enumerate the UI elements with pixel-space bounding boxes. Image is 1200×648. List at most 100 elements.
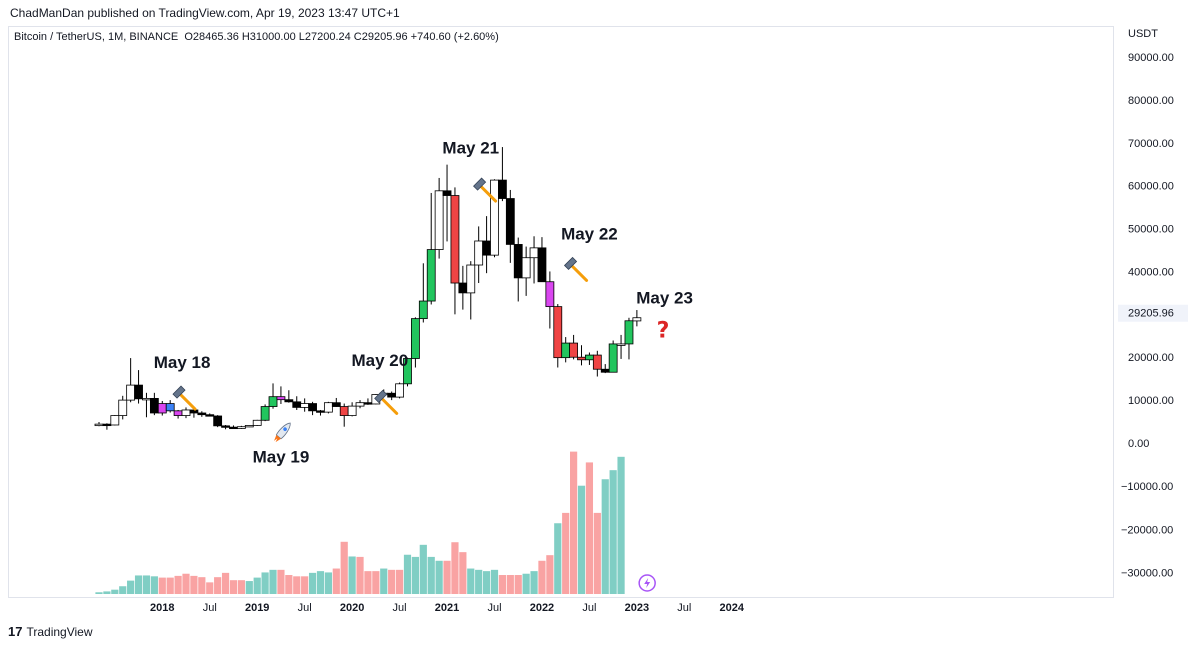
volume-bar bbox=[229, 580, 238, 594]
volume-bar bbox=[490, 569, 499, 594]
volume-bar bbox=[142, 575, 151, 594]
candle-body bbox=[181, 409, 191, 416]
candle-body bbox=[260, 406, 270, 421]
volume-bar bbox=[538, 560, 546, 594]
volume-bar bbox=[546, 555, 554, 594]
volume-bar bbox=[269, 569, 277, 594]
volume-bar bbox=[411, 556, 419, 594]
price-tick-label: 50000.00 bbox=[1128, 224, 1174, 236]
hammer-head bbox=[473, 177, 487, 191]
candle-body bbox=[410, 318, 420, 359]
price-tick-label: 40000.00 bbox=[1128, 266, 1174, 278]
annotation-label: May 23 bbox=[636, 289, 693, 308]
candle-body bbox=[205, 414, 215, 417]
hammer-icon bbox=[374, 389, 399, 415]
volume-bar bbox=[221, 572, 230, 594]
volume-bar bbox=[522, 573, 530, 594]
candle-body bbox=[624, 320, 634, 345]
x-tick-label: Jul bbox=[203, 602, 217, 614]
candle-body bbox=[569, 342, 578, 358]
hammer-handle bbox=[177, 391, 197, 411]
hammer-handle bbox=[478, 183, 498, 203]
volume-bar bbox=[111, 589, 119, 594]
volume-bar bbox=[182, 573, 190, 594]
volume-bar bbox=[498, 575, 507, 594]
candle-body bbox=[537, 247, 547, 283]
candle-body bbox=[482, 240, 491, 256]
candle-body bbox=[236, 426, 246, 429]
candle-body bbox=[308, 403, 317, 412]
volume-bar bbox=[127, 580, 135, 594]
logo-icon: 17 bbox=[8, 624, 23, 639]
volume-bar bbox=[395, 569, 404, 594]
candle-body bbox=[529, 247, 539, 259]
volume-tick-label: −20000.00 bbox=[1121, 524, 1173, 536]
volume-bar bbox=[134, 575, 143, 594]
volume-bar bbox=[617, 456, 625, 594]
candle-body bbox=[300, 403, 310, 408]
logo-text: TradingView bbox=[26, 624, 93, 639]
volume-bar bbox=[308, 572, 317, 594]
volume-bar bbox=[427, 556, 435, 594]
annotation-label: May 19 bbox=[253, 447, 310, 466]
candle-body bbox=[363, 402, 373, 405]
candle-body bbox=[561, 342, 571, 359]
x-tick-label: Jul bbox=[677, 602, 691, 614]
volume-bar bbox=[562, 512, 570, 594]
rocket-icon bbox=[274, 422, 291, 443]
volume-bar bbox=[419, 544, 427, 594]
volume-bar bbox=[119, 586, 127, 594]
annotation-label: May 18 bbox=[154, 353, 211, 372]
candle-body bbox=[513, 244, 523, 279]
candle-body bbox=[157, 403, 167, 414]
x-tick-label: Jul bbox=[298, 602, 312, 614]
candle-body bbox=[426, 249, 436, 302]
volume-bar bbox=[206, 582, 214, 594]
candle-body bbox=[102, 423, 112, 427]
candle-body bbox=[403, 358, 412, 385]
candle-body bbox=[252, 419, 262, 426]
hammer-icon bbox=[172, 385, 197, 411]
candle-body bbox=[521, 257, 531, 279]
volume-bar bbox=[554, 523, 562, 594]
candle-body bbox=[229, 426, 238, 430]
volume-bar bbox=[198, 577, 206, 594]
volume-bar bbox=[364, 571, 372, 594]
volume-bar bbox=[514, 575, 522, 594]
hammer-head bbox=[374, 389, 388, 403]
x-tick-label: Jul bbox=[582, 602, 596, 614]
candle-body bbox=[498, 179, 507, 199]
symbol-name: Bitcoin / TetherUS, 1M, BINANCE bbox=[14, 31, 179, 43]
candle-body bbox=[134, 384, 143, 400]
chart-frame bbox=[8, 26, 1114, 598]
volume-bar bbox=[435, 560, 443, 594]
candle-body bbox=[395, 383, 404, 398]
candle-body bbox=[316, 410, 325, 413]
candle-body bbox=[197, 412, 207, 416]
candle-body bbox=[418, 300, 428, 320]
hammer-icon bbox=[563, 256, 589, 282]
x-tick-label: 2023 bbox=[625, 602, 649, 614]
volume-bar bbox=[277, 569, 285, 594]
x-tick-label: 2019 bbox=[245, 602, 269, 614]
volume-bar bbox=[166, 577, 174, 594]
candle-body bbox=[616, 343, 626, 346]
candle-body bbox=[577, 356, 586, 361]
volume-bar bbox=[253, 577, 261, 594]
volume-bar bbox=[214, 577, 222, 594]
candle-body bbox=[608, 343, 618, 373]
candle-body bbox=[292, 401, 302, 408]
ohlc-values: O28465.36 H31000.00 L27200.24 C29205.96 … bbox=[184, 31, 499, 43]
candle-body bbox=[355, 402, 365, 407]
last-price-badge bbox=[1118, 304, 1188, 322]
currency-label: USDT bbox=[1128, 28, 1158, 40]
volume-bar bbox=[316, 571, 325, 594]
candle-body bbox=[450, 195, 460, 284]
question-icon: ? bbox=[657, 318, 670, 343]
price-tick-label: 20000.00 bbox=[1128, 352, 1174, 364]
tradingview-logo[interactable]: 17 TradingView bbox=[8, 624, 93, 639]
volume-bar bbox=[324, 572, 332, 594]
candle-body bbox=[142, 397, 151, 401]
volume-bar bbox=[372, 571, 380, 594]
